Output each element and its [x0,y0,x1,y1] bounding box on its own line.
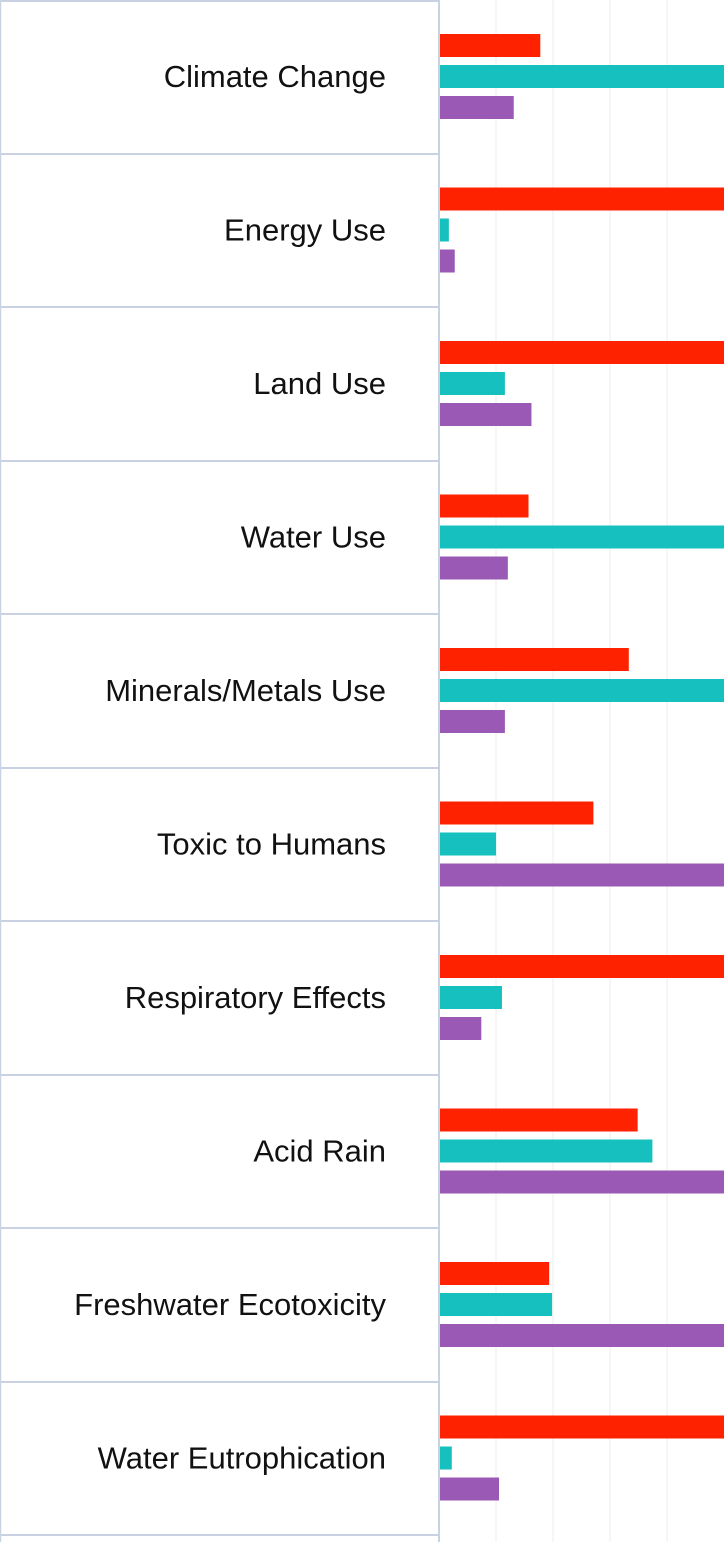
category-label-7: Respiratory Effects [125,980,386,1015]
category-label-5: Minerals/Metals Use [105,673,386,708]
bar-s1-c2 [440,187,724,211]
bar-s2-c10 [440,1446,452,1470]
bar-s1-c3 [440,341,724,364]
row-separators [0,0,440,1542]
category-label-2: Energy Use [224,213,386,248]
bar-s2-c8 [440,1139,653,1163]
bar-s3-c10 [440,1477,499,1501]
bar-s2-c5 [440,679,724,702]
bar-s2-c7 [440,986,502,1009]
category-label-6: Toxic to Humans [157,827,386,862]
bar-s2-c4 [440,525,724,549]
bar-s3-c8 [440,1170,724,1194]
category-label-9: Freshwater Ecotoxicity [74,1287,386,1322]
bar-s3-c3 [440,403,532,426]
bar-s1-c5 [440,648,629,671]
bar-s1-c8 [440,1108,638,1132]
bar-s2-c2 [440,218,449,242]
bar-s3-c9 [440,1324,724,1347]
bar-s2-c3 [440,372,505,395]
bar-s2-c1 [440,65,724,88]
bar-s2-c6 [440,832,497,856]
bar-s1-c1 [440,34,541,57]
bar-s3-c6 [440,863,724,887]
category-label-10: Water Eutrophication [98,1441,386,1476]
bar-s1-c4 [440,494,529,518]
bar-s1-c6 [440,801,594,825]
category-label-4: Water Use [241,520,386,555]
category-labels: Climate Change Energy Use Land Use Water Us… [74,59,386,1476]
bar-s1-c9 [440,1262,550,1285]
bar-s3-c1 [440,96,514,119]
category-label-3: Land Use [253,366,386,401]
bar-s1-c10 [440,1415,724,1439]
bars [440,34,724,1501]
bar-s3-c2 [440,249,455,273]
bar-s3-c4 [440,556,508,580]
category-label-8: Acid Rain [253,1134,386,1169]
bar-s3-c5 [440,710,505,733]
bar-s3-c7 [440,1017,482,1040]
bar-s1-c7 [440,955,724,978]
bar-s2-c9 [440,1293,553,1316]
category-label-1: Climate Change [164,59,386,94]
